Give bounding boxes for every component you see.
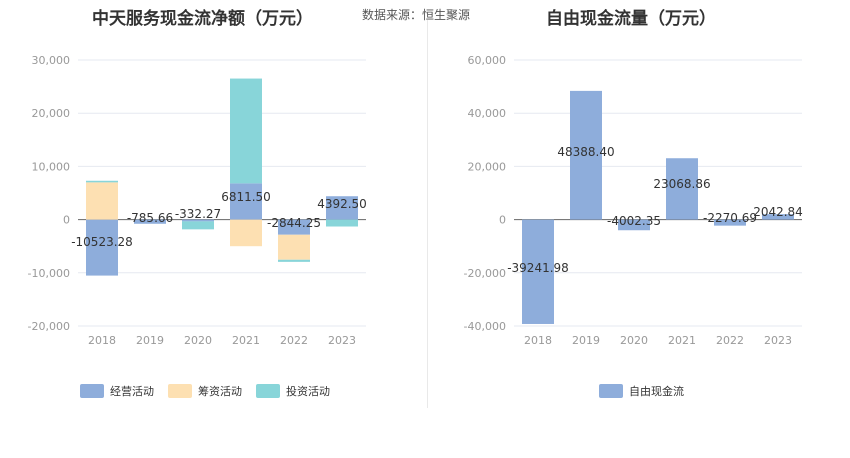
bar [278,219,310,235]
right-chart-title: 自由现金流量（万元） [546,9,716,29]
y-tick-label: -40,000 [464,320,506,333]
data-label: 4392.50 [317,197,367,211]
x-tick-label: 2022 [716,334,744,347]
bar [666,158,698,220]
x-tick-label: 2019 [136,334,164,347]
bar [326,219,358,227]
bar [278,259,310,262]
bar [230,219,262,247]
x-tick-label: 2018 [524,334,552,347]
bar [86,219,118,276]
bar [86,180,118,183]
y-tick-label: 60,000 [468,54,507,67]
legend-label: 自由现金流 [629,384,684,398]
chart-2: 60,000 40,000 20,000 0 -20,000 -40,000 2018 201… [464,54,803,398]
bar [570,90,602,220]
y-tick-label: 20,000 [32,107,71,120]
bar [278,234,310,260]
y-tick-label: -10,000 [28,267,70,280]
data-label: 2042.84 [753,205,803,219]
bar [230,183,262,220]
data-label: 48388.40 [557,145,614,159]
data-label: 23068.86 [653,177,710,191]
legend-swatch [599,384,623,398]
x-tick-label: 2020 [184,334,212,347]
data-label: -2844.25 [267,216,321,230]
x-tick-label: 2018 [88,334,116,347]
chart-1: 30,000 20,000 10,000 0 -10,000 -20,000 2018 201… [28,54,367,398]
data-label: -39241.98 [507,261,569,275]
y-tick-label: -20,000 [28,320,70,333]
y-tick-label: 20,000 [468,160,507,173]
y-tick-label: 10,000 [32,160,71,173]
legend-swatch [80,384,104,398]
x-tick-label: 2021 [668,334,696,347]
data-label: -4002.35 [607,214,661,228]
data-source-label: 数据来源：恒生聚源 [362,8,471,22]
legend-swatch [256,384,280,398]
bar [182,221,214,230]
y-tick-label: 30,000 [32,54,71,67]
x-tick-label: 2020 [620,334,648,347]
bar [714,219,746,226]
chart-divider [427,20,428,408]
data-label: 6811.50 [221,190,271,204]
y-tick-label: -20,000 [464,267,506,280]
data-label: -2270.69 [703,211,757,225]
y-tick-label: 0 [63,214,70,227]
legend-swatch [168,384,192,398]
data-label: -10523.28 [71,235,133,249]
bar [86,182,118,220]
left-chart-title: 中天服务现金流净额（万元） [92,9,313,29]
y-tick-label: 40,000 [468,107,507,120]
bar [326,196,358,220]
data-label: -332.27 [175,207,221,221]
x-tick-label: 2022 [280,334,308,347]
bar [134,219,166,224]
bar [182,219,214,222]
legend-label: 经营活动 [110,384,154,398]
legend-label: 筹资活动 [198,384,242,398]
bar [618,219,650,231]
bar [762,214,794,220]
x-tick-label: 2023 [764,334,792,347]
x-tick-label: 2021 [232,334,260,347]
bar [230,78,262,184]
bar [522,219,554,324]
x-tick-label: 2023 [328,334,356,347]
x-tick-label: 2019 [572,334,600,347]
legend-label: 投资活动 [286,384,330,398]
y-tick-label: 0 [499,214,506,227]
data-label: -785.66 [127,211,173,225]
